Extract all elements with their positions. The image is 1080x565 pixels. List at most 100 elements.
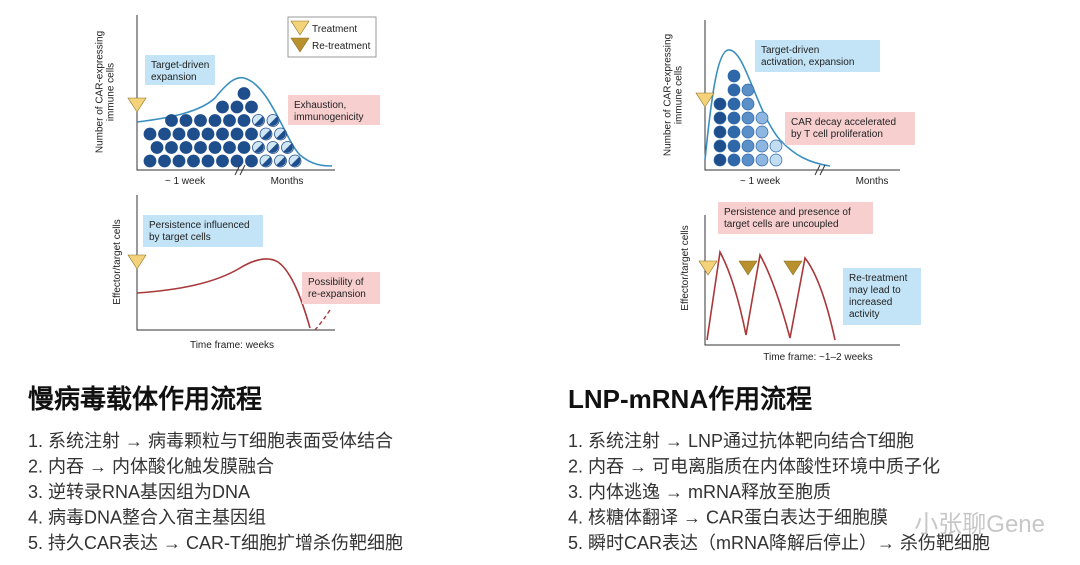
- cell: [727, 111, 741, 125]
- cell: [755, 153, 769, 167]
- label: by T cell proliferation: [791, 129, 883, 140]
- label-box: [755, 40, 880, 72]
- label: Persistence and presence of: [724, 207, 851, 218]
- cell: [201, 127, 215, 141]
- cell: [216, 127, 229, 141]
- axes: [704, 215, 900, 346]
- treatment-marker: [783, 260, 803, 276]
- cell: [713, 97, 727, 111]
- cell: [741, 97, 755, 111]
- label: by target cells: [149, 232, 211, 243]
- label: increased: [849, 297, 892, 308]
- cell: [158, 154, 171, 168]
- label-box: [718, 202, 873, 234]
- watermark: 小张聊Gene: [914, 511, 1045, 538]
- cell: [245, 127, 258, 141]
- cell: [223, 114, 236, 127]
- label: target cells are uncoupled: [724, 219, 839, 230]
- cell: [237, 114, 251, 127]
- cell: [769, 153, 783, 167]
- y-axis-label: Effector/target cells: [112, 219, 123, 304]
- label: Target-driven: [761, 45, 819, 56]
- cell: [755, 125, 769, 139]
- step: 5. 瞬时CAR表达（mRNA降解后停止）→ 杀伤靶细胞: [568, 533, 990, 553]
- cell-half: [276, 129, 286, 140]
- cell: [245, 154, 258, 168]
- step: 2. 内吞 → 内体酸化触发膜融合: [28, 457, 274, 477]
- step: 1. 系统注射 → 病毒颗粒与T细胞表面受体结合: [28, 431, 393, 451]
- cell: [187, 127, 200, 141]
- step: 5. 持久CAR表达 → CAR-T细胞扩增杀伤靶细胞: [28, 533, 403, 553]
- x-label: Months: [856, 176, 889, 187]
- axes: [136, 15, 335, 171]
- cell: [201, 154, 215, 168]
- label: Target-driven: [151, 60, 209, 71]
- axis-break: [234, 164, 246, 176]
- treatment-marker: [127, 97, 147, 113]
- cell: [208, 141, 222, 154]
- cell-half: [261, 129, 272, 140]
- cell: [713, 111, 727, 125]
- label-box: [785, 112, 915, 145]
- cell: [755, 111, 769, 125]
- treatment-marker: [290, 37, 310, 53]
- x-label: ~ 1 week: [740, 176, 781, 187]
- cell-half: [268, 143, 279, 153]
- cell: [194, 114, 207, 127]
- step: 3. 逆转录RNA基因组为DNA: [28, 482, 250, 502]
- cell: [769, 139, 783, 153]
- cell: [727, 97, 741, 111]
- cell: [755, 139, 769, 153]
- cell: [143, 127, 157, 141]
- cell: [713, 125, 727, 139]
- cell-half: [261, 156, 272, 167]
- y-axis-label: immune cells: [674, 66, 685, 124]
- axes: [704, 20, 900, 171]
- treatment-marker: [695, 92, 715, 108]
- step: 3. 内体逃逸 → mRNA释放至胞质: [568, 482, 831, 502]
- cell: [727, 153, 741, 167]
- label-box: [145, 55, 215, 85]
- curve-dashed: [314, 309, 331, 331]
- label: Persistence influenced: [149, 220, 250, 231]
- cell: [208, 114, 222, 127]
- cell: [741, 153, 755, 167]
- step: 2. 内吞 → 可电离脂质在内体酸性环境中质子化: [568, 457, 940, 477]
- label: Possibility of: [308, 277, 364, 288]
- cell: [237, 141, 251, 154]
- cell: [713, 139, 727, 153]
- legend-label: Treatment: [312, 24, 357, 35]
- label: Re-treatment: [849, 273, 908, 284]
- treatment-marker: [290, 20, 310, 36]
- treatment-marker: [127, 254, 147, 270]
- cell: [727, 125, 741, 139]
- cell-half: [268, 116, 279, 126]
- treatment-marker: [698, 260, 718, 276]
- cell: [194, 141, 207, 154]
- cell: [179, 141, 193, 154]
- label-box: [843, 268, 921, 325]
- curve: [704, 49, 831, 167]
- cell-half: [276, 156, 286, 167]
- cell: [172, 154, 186, 168]
- label-box: [143, 215, 263, 247]
- cell: [230, 100, 244, 114]
- cell: [143, 154, 157, 168]
- cell: [237, 87, 251, 100]
- x-label: ~ 1 week: [165, 176, 206, 187]
- axis-break: [814, 164, 826, 176]
- cell-half: [283, 143, 293, 153]
- step: 4. 核糖体翻译 → CAR蛋白表达于细胞膜: [568, 508, 888, 528]
- cell: [741, 83, 755, 97]
- cell: [741, 139, 755, 153]
- label: expansion: [151, 72, 197, 83]
- y-axis-label: immune cells: [106, 63, 117, 121]
- curve: [136, 76, 333, 167]
- cell: [187, 154, 200, 168]
- cell: [179, 114, 193, 127]
- curve: [706, 249, 836, 341]
- label: Exhaustion,: [294, 100, 346, 111]
- label-box: [302, 272, 380, 304]
- cell: [713, 153, 727, 167]
